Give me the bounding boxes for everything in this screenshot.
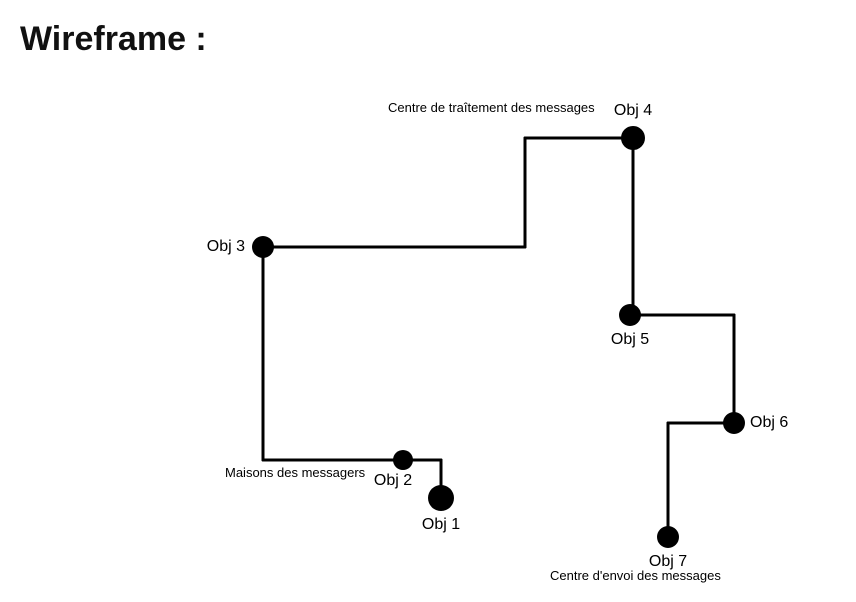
- node-obj3: [252, 236, 274, 258]
- diagram-lines: [0, 0, 856, 602]
- node-obj2: [393, 450, 413, 470]
- node-label-obj1: Obj 1: [422, 516, 460, 534]
- node-label-obj6: Obj 6: [750, 414, 788, 432]
- annotation-2: Centre d'envoi des messages: [550, 568, 721, 583]
- page-title: Wireframe :: [20, 20, 207, 59]
- node-label-obj2: Obj 2: [374, 472, 412, 490]
- node-obj7: [657, 526, 679, 548]
- node-label-obj3: Obj 3: [207, 238, 245, 256]
- node-obj4: [621, 126, 645, 150]
- node-obj6: [723, 412, 745, 434]
- annotation-0: Centre de traîtement des messages: [388, 100, 595, 115]
- node-obj1: [428, 485, 454, 511]
- node-label-obj5: Obj 5: [611, 331, 649, 349]
- annotation-1: Maisons des messagers: [225, 465, 365, 480]
- node-label-obj4: Obj 4: [614, 102, 652, 120]
- node-obj5: [619, 304, 641, 326]
